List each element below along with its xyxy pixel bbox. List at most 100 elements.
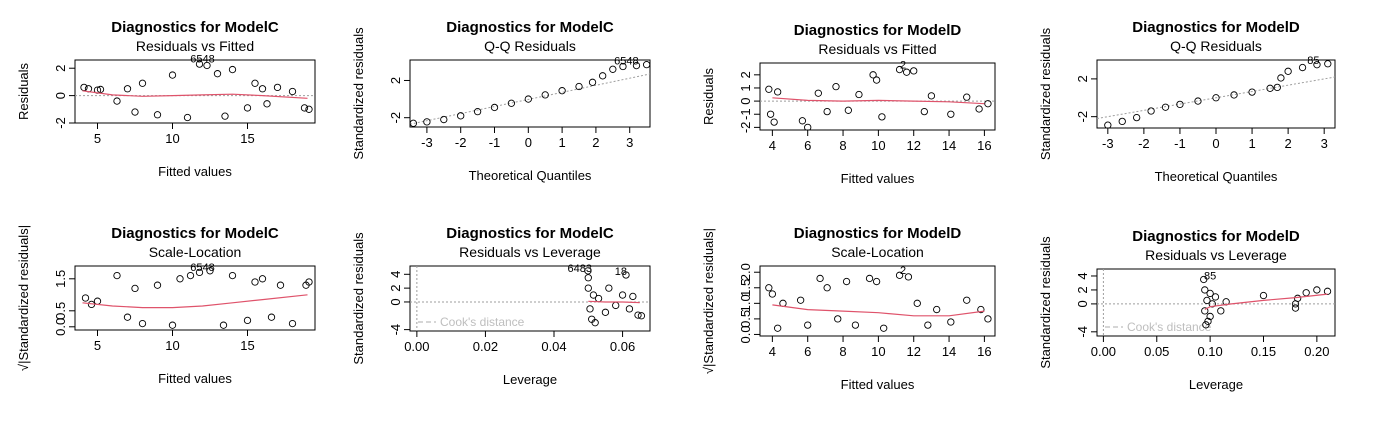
smooth-line — [588, 300, 640, 304]
data-point — [1259, 291, 1268, 300]
data-point — [524, 95, 532, 103]
x-axis-label: Theoretical Quantiles — [469, 168, 592, 183]
x-tick-label: 0.05 — [1144, 344, 1169, 359]
data-point — [599, 72, 607, 80]
data-point — [816, 274, 824, 283]
point-label: 85 — [1307, 55, 1319, 67]
data-point — [195, 268, 204, 277]
x-tick-label: 12 — [906, 138, 920, 153]
chart-panel-7: Diagnostics for ModelD Scale-Location 2 4 6 8… — [701, 225, 996, 392]
y-axis-label: Standardized residuals — [351, 232, 366, 365]
x-tick-label: 5 — [94, 338, 101, 353]
data-point — [903, 68, 911, 76]
plot-box — [409, 59, 651, 128]
y-tick-label: 4 — [1075, 272, 1090, 279]
x-tick-label: 10 — [871, 138, 885, 153]
data-point — [927, 92, 936, 100]
x-tick-label: 0.04 — [541, 339, 566, 354]
x-tick-label: 0.15 — [1251, 344, 1276, 359]
chart-subtitle: Residuals vs Fitted — [136, 38, 254, 54]
data-point — [878, 113, 886, 121]
x-tick-label: 6 — [804, 138, 811, 153]
chart-title: Diagnostics for ModelC — [111, 19, 279, 36]
data-point — [206, 267, 214, 275]
data-point — [1206, 312, 1214, 321]
data-point — [423, 118, 431, 126]
data-point — [1212, 94, 1220, 102]
data-point — [251, 278, 259, 286]
smooth-line — [772, 304, 985, 317]
data-point — [1284, 67, 1292, 75]
data-point — [851, 321, 860, 329]
data-point — [138, 79, 147, 87]
data-point — [832, 82, 840, 91]
data-point — [575, 82, 583, 91]
data-point — [872, 277, 881, 286]
data-point — [183, 113, 192, 122]
x-tick-label: 15 — [240, 338, 254, 353]
x-tick-label: -3 — [1102, 136, 1114, 151]
data-point — [605, 284, 613, 292]
y-axis-label: Standardized residuals — [1038, 27, 1053, 160]
data-points — [584, 267, 646, 327]
data-point — [123, 85, 132, 93]
data-point — [213, 70, 222, 78]
data-point — [869, 71, 877, 79]
chart-panel-4: Diagnostics for ModelD Q-Q Residuals 85 -3 -… — [1038, 19, 1336, 184]
point-label: 6483 — [567, 263, 591, 275]
x-tick-label: 6 — [804, 344, 811, 359]
data-point — [507, 99, 516, 107]
data-point — [186, 271, 195, 280]
chart-subtitle: Q-Q Residuals — [484, 38, 576, 54]
data-point — [1194, 97, 1202, 105]
data-point — [933, 305, 941, 314]
x-tick-label: 3 — [626, 135, 633, 150]
data-point — [768, 290, 777, 298]
y-tick-label: 2 — [1075, 75, 1090, 82]
data-point — [1266, 84, 1274, 92]
x-tick-label: -1 — [1174, 136, 1186, 151]
data-point — [842, 277, 851, 286]
data-points — [80, 60, 313, 122]
data-point — [612, 301, 620, 310]
data-point — [872, 76, 881, 84]
legend-text: Cook's distance — [440, 315, 525, 329]
data-point — [823, 107, 831, 116]
data-point — [1298, 63, 1307, 72]
data-point — [796, 296, 805, 304]
data-point — [910, 67, 918, 75]
data-point — [1208, 300, 1216, 308]
y-tick-label: 2 — [53, 65, 68, 72]
data-point — [984, 100, 992, 108]
data-point — [1200, 275, 1208, 284]
data-point — [558, 87, 566, 95]
x-axis-label: Fitted values — [158, 371, 232, 386]
plot-box — [74, 265, 316, 331]
x-tick-label: 0.00 — [1091, 344, 1116, 359]
data-point — [1133, 113, 1141, 122]
plot-box — [759, 265, 996, 337]
chart-title: Diagnostics for ModelD — [1132, 19, 1300, 36]
data-point — [1230, 91, 1238, 99]
data-point — [267, 313, 276, 321]
chart-subtitle: Residuals vs Leverage — [1145, 247, 1287, 263]
data-point — [1313, 286, 1321, 294]
data-point — [618, 291, 627, 299]
x-tick-label: 1 — [558, 135, 565, 150]
data-point — [258, 85, 267, 93]
x-tick-label: 10 — [165, 131, 179, 146]
data-point — [594, 294, 603, 303]
y-tick-label: 1.5 — [738, 279, 753, 297]
y-tick-label: 4 — [388, 271, 403, 278]
data-point — [588, 78, 597, 86]
data-point — [865, 274, 874, 283]
y-tick-label: 2 — [388, 77, 403, 84]
data-point — [131, 108, 139, 116]
x-tick-label: 14 — [942, 138, 956, 153]
data-point — [273, 83, 282, 92]
chart-subtitle: Residuals vs Fitted — [818, 41, 936, 57]
y-axis-label: Standardized residuals — [1038, 236, 1053, 369]
smooth-line — [82, 294, 308, 309]
y-tick-label: 0.5 — [738, 310, 753, 328]
